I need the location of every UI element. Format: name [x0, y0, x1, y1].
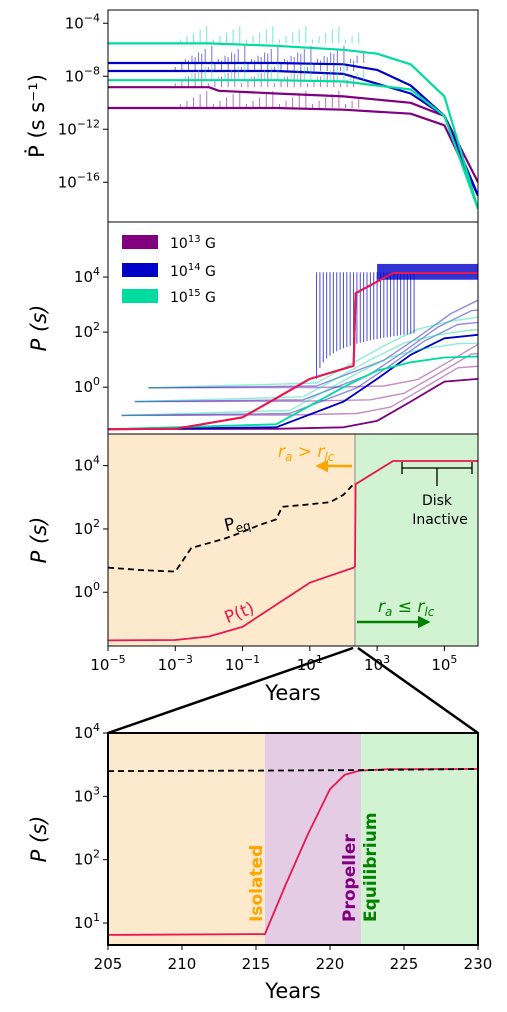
- disk-label: Disk: [422, 493, 453, 509]
- region-band: [354, 434, 478, 646]
- panel-a-y-ticks: 10−4 10−8 10−12 10−16: [58, 11, 108, 191]
- y-tick-label: 102: [74, 517, 100, 538]
- x-tick-label: 210: [168, 955, 197, 973]
- period-series-line: [108, 355, 478, 431]
- y-tick-label: 100: [74, 580, 100, 601]
- x-tick-label: 10−5: [90, 653, 125, 674]
- y-tick-label: 101: [74, 911, 100, 932]
- pdot-series-line: [108, 86, 478, 183]
- panel-d-x-ticks: 205 210 215 220 225 230: [94, 945, 493, 973]
- zoom-connector: [107, 646, 479, 735]
- x-tick-label: 10−3: [158, 653, 193, 674]
- period-series-line: [121, 365, 478, 417]
- y-tick-label: 102: [74, 320, 100, 341]
- isolated-label: Isolated: [247, 845, 267, 922]
- p-t-line: [108, 460, 478, 642]
- x-tick-label: 103: [364, 653, 390, 674]
- orange-arrow-label: ra > rlc: [278, 442, 335, 464]
- pdot-series-line: [108, 106, 478, 196]
- p-eq-label: Peq: [222, 511, 252, 538]
- region-band: [108, 434, 355, 646]
- x-tick-label: 220: [316, 955, 345, 973]
- legend-label-14: 1014 G: [170, 262, 216, 280]
- period-series-line: [148, 343, 478, 389]
- panel-b-y-label: P (s): [27, 305, 51, 352]
- pdot-series-line: [108, 42, 478, 210]
- y-tick-label: 104: [74, 265, 100, 286]
- propeller-label: Propeller: [340, 834, 360, 922]
- y-tick-label: 104: [74, 721, 100, 742]
- period-series-line: [148, 316, 478, 389]
- x-tick-label: 205: [94, 955, 123, 973]
- legend: 1013 G 1014 G 1015 G: [122, 234, 216, 306]
- panel-a-series: [108, 26, 478, 210]
- highlighted-period-line: [108, 272, 478, 431]
- panel-c-x-label: Years: [264, 681, 320, 705]
- panel-c-frame: [107, 433, 479, 647]
- panel-c-y-ticks: 100 102 104: [74, 454, 108, 601]
- disk-inactive-bracket: [401, 462, 473, 486]
- panel-d-frame: [107, 732, 479, 946]
- x-tick-label: 230: [464, 955, 493, 973]
- legend-label-13: 1013 G: [170, 234, 216, 252]
- equilibrium-label: Equilibrium: [361, 812, 381, 922]
- y-tick-label: 10−8: [65, 64, 100, 85]
- x-tick-label: 215: [242, 955, 271, 973]
- pdot-series-line: [108, 61, 478, 196]
- y-tick-label: 10−12: [58, 117, 100, 138]
- pdot-series-line: [108, 79, 478, 210]
- legend-label-15: 1015 G: [170, 288, 216, 306]
- period-series-line: [134, 352, 478, 403]
- period-series-line: [134, 329, 478, 403]
- p-eq-line: [108, 768, 478, 772]
- inactive-label: Inactive: [412, 512, 468, 528]
- x-tick-label: 105: [431, 653, 457, 674]
- panel-d-y-ticks: 101 102 103 104: [74, 721, 108, 932]
- region-band: [108, 733, 265, 945]
- y-tick-label: 10−4: [65, 11, 100, 32]
- green-arrow-label: ra ≤ rlc: [378, 597, 435, 619]
- y-tick-label: 103: [74, 784, 100, 805]
- legend-swatch-14: [122, 263, 158, 277]
- y-tick-label: 102: [74, 848, 100, 869]
- panel-c-x-ticks: 10−510−310−1101103105: [90, 646, 457, 674]
- legend-swatch-15: [122, 289, 158, 303]
- period-series-line: [121, 342, 478, 417]
- period-series-line: [108, 378, 478, 431]
- panel-c-regions: [108, 434, 478, 646]
- highlighted-period-line: [108, 272, 478, 431]
- panel-b-series: [108, 263, 478, 431]
- pdot-series-line: [108, 69, 478, 196]
- region-band: [264, 733, 362, 945]
- x-tick-label: 10−1: [225, 653, 260, 674]
- panel-b-period: 100 102 104 P (s) 1013 G 1014 G 1015 G: [27, 221, 479, 435]
- panel-d-y-label: P (s): [27, 816, 51, 863]
- y-tick-label: 100: [74, 375, 100, 396]
- panel-c-series: [108, 460, 478, 642]
- panel-d-zoom: 101 102 103 104 205 210 215 220 225 230 P (s) Ye…: [27, 721, 492, 1003]
- y-tick-label: 104: [74, 454, 100, 475]
- p-eq-line: [108, 483, 356, 573]
- panel-d-x-label: Years: [264, 979, 320, 1003]
- y-tick-label: 10−16: [58, 170, 100, 191]
- panel-b-y-ticks: 100 102 104: [74, 265, 108, 396]
- legend-swatch-13: [122, 235, 158, 249]
- panel-a-pdot: 10−4 10−8 10−12 10−16 Ṗ (s s⁻¹): [24, 9, 479, 223]
- period-series-line: [134, 309, 478, 403]
- period-series-line: [108, 333, 478, 431]
- period-series-line: [121, 321, 478, 417]
- period-plateau-band: [377, 263, 478, 280]
- panel-d-regions: [108, 733, 478, 945]
- panel-a-y-label: Ṗ (s s⁻¹): [24, 74, 49, 158]
- x-tick-label: 225: [390, 955, 419, 973]
- period-series-line: [108, 355, 478, 430]
- period-series-line: [148, 299, 478, 389]
- panel-c-y-label: P (s): [27, 517, 51, 564]
- panel-d-series: [108, 768, 478, 936]
